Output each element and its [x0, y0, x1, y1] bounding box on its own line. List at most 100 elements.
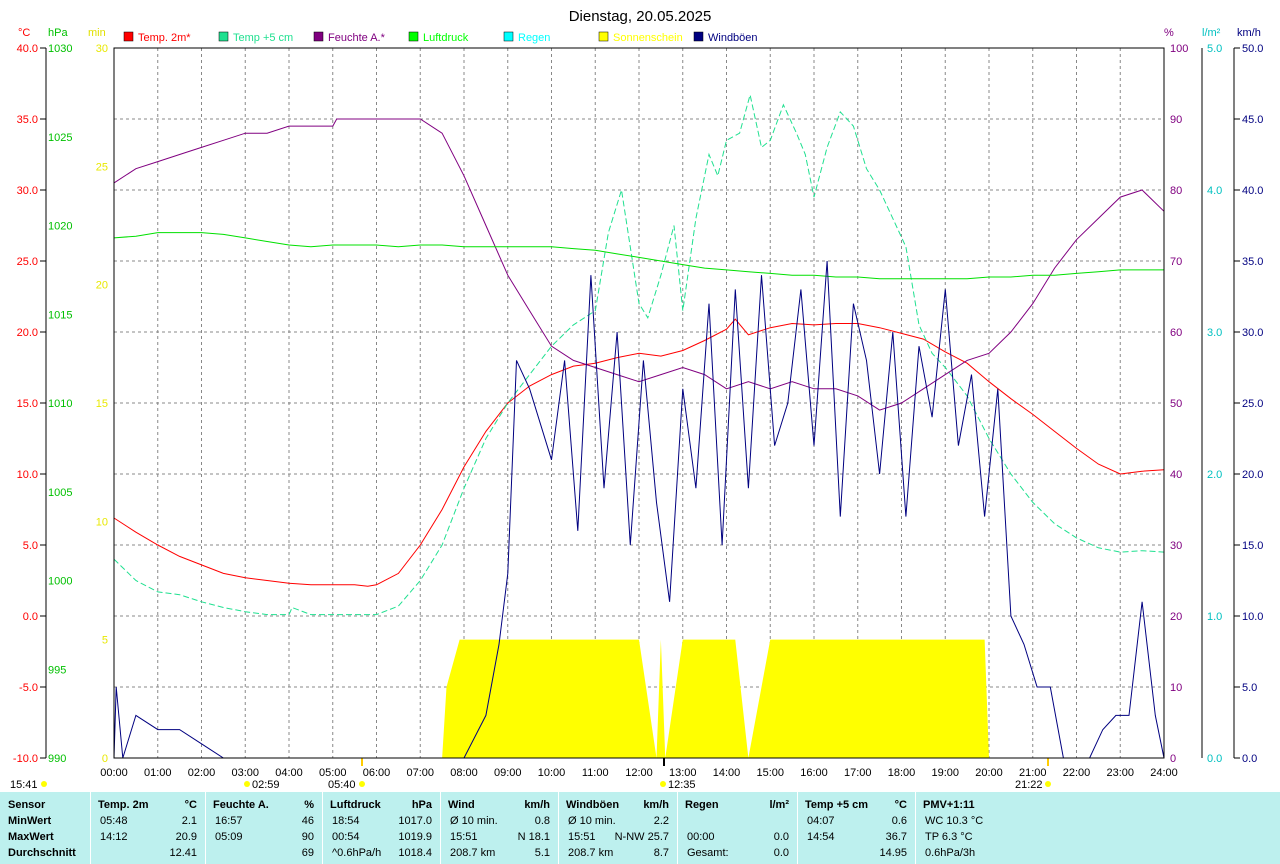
stats-time: WC 10.3 °C [925, 815, 984, 827]
x-tick-label: 03:00 [231, 767, 259, 779]
column-separator [205, 792, 206, 864]
stats-unit: hPa [411, 799, 432, 811]
column-separator [322, 792, 323, 864]
x-tick-label: 00:00 [100, 767, 128, 779]
legend-swatch [218, 31, 229, 42]
legend-label: Temp +5 cm [233, 32, 293, 44]
left-axes: °C hPa min 40.0 35.0 30.0 25.0 20.0 15.0 10.0 5.0 0… [13, 27, 108, 765]
stats-value: 36.7 [885, 831, 907, 843]
stats-value: N-NW 25.7 [614, 831, 669, 843]
stats-value: 1017.0 [398, 815, 432, 827]
temp-tick-label: 25.0 [17, 256, 38, 268]
temp-tick-label: 5.0 [23, 540, 38, 552]
stats-time: ^0.6hPa/h [332, 847, 382, 859]
sun-tick-label: 10 [96, 516, 108, 528]
pressure-tick-label: 1020 [48, 221, 72, 233]
x-tick-label: 21:00 [1019, 767, 1047, 779]
humidity-tick-label: 50 [1170, 398, 1182, 410]
stats-header: Windböen [566, 799, 620, 811]
stats-column: Wind km/h Ø 10 min. 0.8 15:51 N 18.1 208.7 km 5… [440, 792, 558, 864]
stats-time: 208.7 km [450, 847, 496, 859]
humidity-tick-label: 80 [1170, 185, 1182, 197]
wind-axis-unit: km/h [1237, 27, 1261, 39]
temp-tick-label: 0.0 [23, 611, 38, 623]
humidity-tick-label: 70 [1170, 256, 1182, 268]
stats-time: Gesamt: [687, 847, 729, 859]
stats-time: Ø 10 min. [568, 815, 616, 827]
stats-header: Regen [685, 799, 719, 811]
sun-tick-label: 20 [96, 280, 108, 292]
temp-tick-label: 35.0 [17, 114, 38, 126]
x-tick-label: 10:00 [538, 767, 566, 779]
x-tick-label: 12:00 [625, 767, 653, 779]
rain-tick-label: 0.0 [1207, 753, 1222, 765]
sun-tick-label: 25 [96, 161, 108, 173]
stats-header: PMV+1:11 [923, 799, 975, 811]
pressure-tick-label: 1015 [48, 309, 72, 321]
temp-tick-label: -10.0 [13, 753, 38, 765]
stats-value: 0.6 [891, 815, 907, 827]
humidity-tick-label: 30 [1170, 540, 1182, 552]
wind-tick-label: 50.0 [1242, 43, 1263, 55]
stats-time: 14:12 [100, 831, 128, 843]
x-tick-label: 09:00 [494, 767, 522, 779]
series-line-feuchte-a [113, 118, 1165, 411]
noon-icon [660, 781, 666, 787]
stats-unit: °C [184, 799, 197, 811]
column-separator [797, 792, 798, 864]
column-separator [440, 792, 441, 864]
x-tick-label: 05:00 [319, 767, 347, 779]
stats-time: 15:51 [450, 831, 478, 843]
legend-label: Feuchte A.* [328, 32, 386, 44]
stats-time: 208.7 km [568, 847, 614, 859]
stats-row-label: Durchschnitt [8, 847, 76, 859]
column-separator [558, 792, 559, 864]
stats-header: Temp +5 cm [805, 799, 869, 811]
sunshine-area [114, 639, 1164, 758]
stats-column: PMV+1:11 WC 10.3 °C TP 6.3 °C 0.6hPa/3h [915, 792, 1035, 864]
legend-swatch [598, 31, 609, 42]
wind-tick-label: 15.0 [1242, 540, 1263, 552]
x-tick-label: 24:00 [1150, 767, 1178, 779]
x-tick-label: 22:00 [1063, 767, 1091, 779]
column-separator [915, 792, 916, 864]
stats-time: Ø 10 min. [450, 815, 498, 827]
rain-tick-label: 4.0 [1207, 185, 1222, 197]
legend-label: Temp. 2m* [138, 32, 191, 44]
stats-time: 00:00 [687, 831, 715, 843]
plot-frame [113, 47, 1165, 759]
stats-column: Windböen km/h Ø 10 min. 2.2 15:51 N-NW 25.7 20… [558, 792, 677, 864]
legend-swatch [313, 31, 324, 42]
right-axes: % l/m² km/h10090807060504030201005.04.03.0… [1164, 27, 1263, 765]
wind-tick-label: 40.0 [1242, 185, 1263, 197]
pressure-axis-unit: hPa [48, 27, 68, 39]
pressure-tick-label: 1005 [48, 487, 72, 499]
stats-value: 14.95 [879, 847, 907, 859]
stats-column: Temp +5 cm °C 04:07 0.6 14:54 36.7 14.95 [797, 792, 915, 864]
stats-value: 69 [301, 847, 314, 859]
legend-label: Windböen [708, 32, 758, 44]
sun-tick-label: 30 [96, 43, 108, 55]
stats-value: 0.0 [773, 847, 789, 859]
x-tick-label: 11:00 [582, 767, 609, 779]
stats-value: 2.1 [181, 815, 197, 827]
stats-value: 0.8 [534, 815, 550, 827]
x-tick-label: 14:00 [713, 767, 741, 779]
sun-axis-unit: min [88, 27, 106, 39]
legend-label: Luftdruck [423, 32, 469, 44]
pressure-tick-label: 1010 [48, 398, 72, 410]
stats-column: Sensor MinWert MaxWert Durchschnitt [0, 792, 90, 864]
pressure-tick-label: 1000 [48, 576, 72, 588]
stats-time: 15:51 [568, 831, 596, 843]
temp-tick-label: 15.0 [17, 398, 38, 410]
humidity-tick-label: 0 [1170, 753, 1176, 765]
sun-tick-label: 0 [102, 753, 108, 765]
x-tick-label: 17:00 [844, 767, 872, 779]
stats-time: 18:54 [332, 815, 360, 827]
humidity-tick-label: 10 [1170, 682, 1182, 694]
stats-time: 14:54 [807, 831, 835, 843]
x-tick-label: 20:00 [975, 767, 1003, 779]
temp-axis-unit: °C [18, 27, 30, 39]
marker-label-sunrise-prev: 15:41 [10, 779, 38, 791]
stats-value: 8.7 [653, 847, 669, 859]
